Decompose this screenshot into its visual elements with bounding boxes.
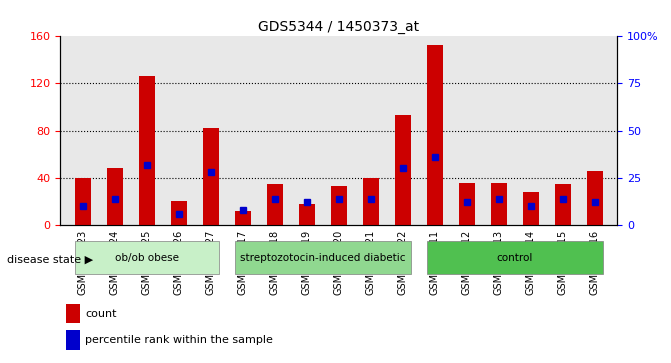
Bar [395, 115, 411, 225]
Bar [171, 201, 187, 225]
Text: streptozotocin-induced diabetic: streptozotocin-induced diabetic [240, 253, 405, 263]
Bar [203, 128, 219, 225]
Bar [235, 241, 411, 274]
Bar [363, 178, 379, 225]
Bar [587, 171, 603, 225]
Text: disease state ▶: disease state ▶ [7, 254, 93, 265]
Text: count: count [85, 309, 117, 319]
Bar [491, 183, 507, 225]
Text: control: control [497, 253, 533, 263]
Bar [235, 211, 251, 225]
Bar [299, 204, 315, 225]
Bar [459, 183, 475, 225]
Bar [427, 45, 443, 225]
Bar [555, 184, 571, 225]
Text: ob/ob obese: ob/ob obese [115, 253, 178, 263]
Title: GDS5344 / 1450373_at: GDS5344 / 1450373_at [258, 20, 419, 34]
Bar [523, 192, 539, 225]
Bar [331, 186, 347, 225]
Bar [427, 241, 603, 274]
Bar [66, 330, 80, 350]
Text: percentile rank within the sample: percentile rank within the sample [85, 335, 273, 345]
Bar [74, 241, 219, 274]
Bar [139, 76, 155, 225]
Bar [107, 168, 123, 225]
Bar [267, 184, 283, 225]
Bar [66, 304, 80, 323]
Bar [74, 178, 91, 225]
